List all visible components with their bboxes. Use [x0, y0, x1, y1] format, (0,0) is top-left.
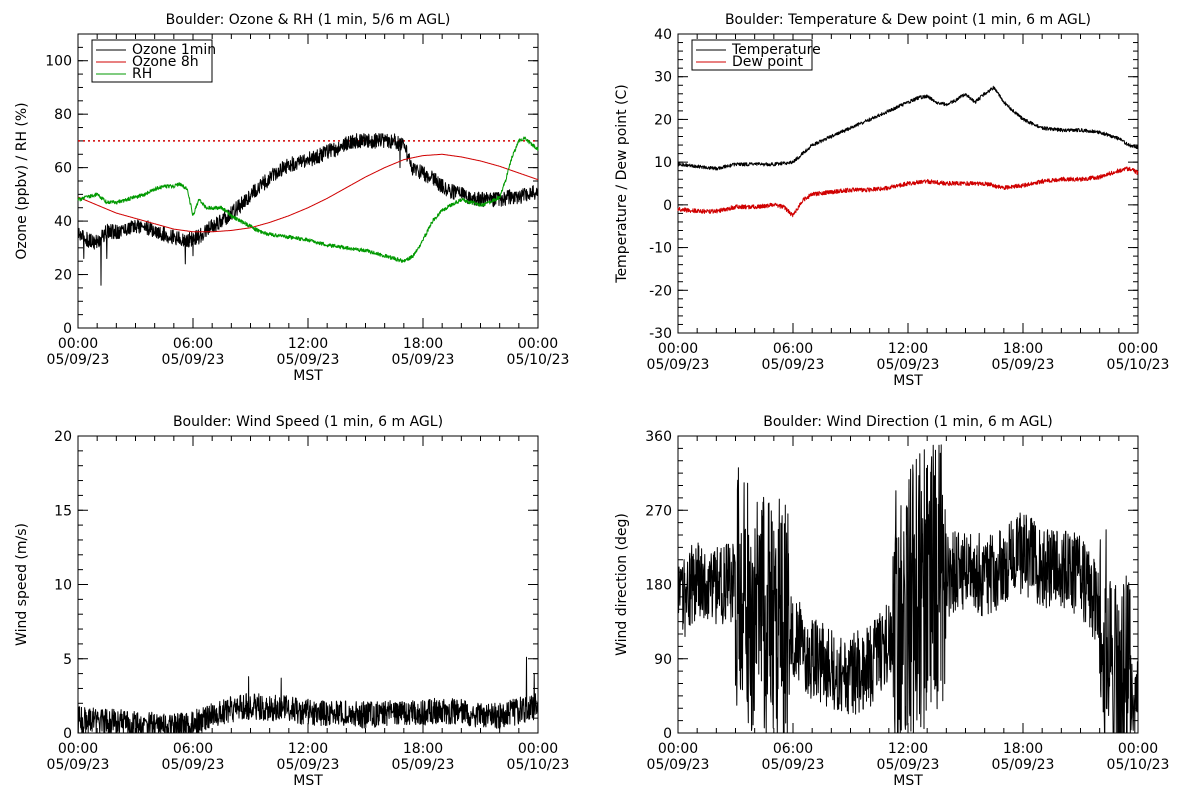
- y-tick-label: 0: [663, 198, 672, 214]
- x-tick-time-label: 00:00: [58, 741, 98, 757]
- y-tick-label: 10: [54, 578, 72, 594]
- y-tick-label: 180: [645, 578, 672, 594]
- y-axis-label: Ozone (ppbv) / RH (%): [14, 102, 30, 259]
- series-line-rh: [77, 136, 539, 263]
- y-tick-label: 90: [654, 652, 672, 668]
- series-line-wspd: [77, 656, 539, 734]
- legend-label: RH: [132, 66, 152, 82]
- x-tick-date-label: 05/09/23: [647, 357, 710, 373]
- x-tick-time-label: 12:00: [288, 741, 328, 757]
- x-tick-date-label: 05/09/23: [392, 352, 455, 368]
- x-tick-time-label: 12:00: [288, 336, 328, 352]
- x-tick-date-label: 05/09/23: [647, 757, 710, 773]
- y-tick-label: 360: [645, 429, 672, 445]
- y-tick-label: 40: [54, 214, 72, 230]
- legend-box: [691, 39, 813, 71]
- x-tick-time-label: 18:00: [1003, 341, 1043, 357]
- x-tick-time-label: 18:00: [403, 336, 443, 352]
- x-tick-date-label: 05/09/23: [392, 757, 455, 773]
- x-axis-label: MST: [293, 368, 323, 384]
- legend-label: Dew point: [732, 54, 804, 70]
- x-axis-label: MST: [293, 773, 323, 789]
- x-tick-date-label: 05/09/23: [992, 357, 1055, 373]
- x-tick-date-label: 05/09/23: [47, 352, 110, 368]
- x-tick-date-label: 05/10/23: [1107, 357, 1170, 373]
- x-tick-date-label: 05/09/23: [877, 357, 940, 373]
- y-tick-label: 10: [654, 155, 672, 171]
- x-tick-time-label: 00:00: [1118, 741, 1158, 757]
- x-tick-time-label: 00:00: [518, 336, 558, 352]
- plot-frame: [77, 435, 539, 734]
- y-tick-label: 5: [63, 652, 72, 668]
- legend-box: [91, 39, 213, 83]
- y-tick-label: 20: [54, 429, 72, 445]
- chart-wspd: Boulder: Wind Speed (1 min, 6 m AGL) 0 5 10…: [14, 414, 569, 789]
- x-tick-date-label: 05/09/23: [762, 357, 825, 373]
- series-line-ozone-1min: [77, 133, 539, 286]
- x-tick-date-label: 05/09/23: [992, 757, 1055, 773]
- x-tick-time-label: 06:00: [173, 741, 213, 757]
- x-tick-date-label: 05/09/23: [47, 757, 110, 773]
- x-tick-time-label: 18:00: [403, 741, 443, 757]
- legend-label: Temperature: [731, 42, 821, 58]
- y-tick-label: -10: [649, 241, 672, 257]
- y-tick-label: 20: [54, 268, 72, 284]
- y-tick-label: 60: [54, 161, 72, 177]
- x-tick-time-label: 00:00: [518, 741, 558, 757]
- y-axis-label: Temperature / Dew point (C): [614, 84, 630, 283]
- series-line-ozone-8h: [77, 153, 539, 233]
- x-tick-date-label: 05/09/23: [762, 757, 825, 773]
- series-line-wdir: [677, 444, 1139, 734]
- series-line-dew-point: [677, 166, 1139, 218]
- x-tick-time-label: 00:00: [58, 336, 98, 352]
- x-tick-time-label: 12:00: [888, 341, 928, 357]
- x-tick-time-label: 00:00: [658, 341, 698, 357]
- chart-title: Boulder: Temperature & Dew point (1 min,…: [725, 12, 1091, 28]
- chart-ozone: Boulder: Ozone & RH (1 min, 5/6 m AGL) 0 2…: [14, 12, 569, 384]
- legend-label: Ozone 8h: [132, 54, 199, 70]
- x-tick-date-label: 05/09/23: [277, 352, 340, 368]
- legend-label: Ozone 1min: [132, 42, 216, 58]
- y-tick-label: 15: [54, 503, 72, 519]
- x-tick-time-label: 06:00: [173, 336, 213, 352]
- y-tick-label: 0: [663, 726, 672, 742]
- y-tick-label: 270: [645, 503, 672, 519]
- x-tick-time-label: 12:00: [888, 741, 928, 757]
- x-axis-label: MST: [893, 373, 923, 389]
- x-tick-time-label: 00:00: [658, 741, 698, 757]
- y-axis-label: Wind direction (deg): [614, 513, 630, 656]
- x-tick-time-label: 06:00: [773, 741, 813, 757]
- x-axis-label: MST: [893, 773, 923, 789]
- y-tick-label: 0: [63, 321, 72, 337]
- x-tick-date-label: 05/10/23: [1107, 757, 1170, 773]
- chart-title: Boulder: Ozone & RH (1 min, 5/6 m AGL): [166, 12, 451, 28]
- chart-title: Boulder: Wind Direction (1 min, 6 m AGL): [763, 414, 1052, 430]
- y-tick-label: 0: [63, 726, 72, 742]
- x-tick-date-label: 05/09/23: [162, 352, 225, 368]
- series-line-temperature: [677, 85, 1139, 171]
- y-tick-label: 40: [654, 27, 672, 43]
- x-tick-time-label: 18:00: [1003, 741, 1043, 757]
- x-tick-date-label: 05/09/23: [162, 757, 225, 773]
- y-tick-label: 30: [654, 70, 672, 86]
- x-tick-date-label: 05/09/23: [277, 757, 340, 773]
- chart-title: Boulder: Wind Speed (1 min, 6 m AGL): [173, 414, 443, 430]
- x-tick-date-label: 05/10/23: [507, 757, 570, 773]
- y-tick-label: -30: [649, 326, 672, 342]
- x-tick-date-label: 05/10/23: [507, 352, 570, 368]
- y-tick-label: 20: [654, 112, 672, 128]
- chart-wdir: Boulder: Wind Direction (1 min, 6 m AGL)…: [614, 414, 1169, 789]
- y-tick-label: 80: [54, 107, 72, 123]
- y-tick-label: 100: [45, 54, 72, 70]
- y-axis-label: Wind speed (m/s): [14, 523, 30, 646]
- x-tick-date-label: 05/09/23: [877, 757, 940, 773]
- chart-temp: Boulder: Temperature & Dew point (1 min,…: [614, 12, 1169, 389]
- x-tick-time-label: 00:00: [1118, 341, 1158, 357]
- y-tick-label: -20: [649, 283, 672, 299]
- x-tick-time-label: 06:00: [773, 341, 813, 357]
